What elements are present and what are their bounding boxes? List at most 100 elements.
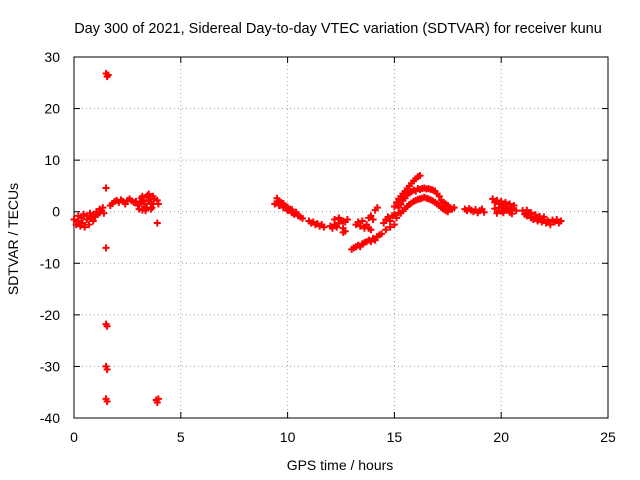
data-point (102, 244, 110, 252)
data-point (363, 221, 371, 229)
data-point (335, 214, 343, 222)
data-point (369, 215, 377, 223)
data-point (77, 214, 85, 222)
data-point (284, 203, 292, 211)
data-point (149, 192, 157, 200)
y-axis-label: SDTVAR / TECUs (5, 183, 21, 295)
x-tick-label: 25 (600, 429, 616, 445)
data-point (333, 223, 341, 231)
data-point (491, 205, 499, 213)
data-point (380, 219, 388, 227)
data-point (540, 213, 548, 221)
data-point (153, 196, 161, 204)
data-point (104, 71, 112, 79)
data-point (497, 207, 505, 215)
data-point (531, 211, 539, 219)
y-tick-label: 10 (44, 152, 60, 168)
data-point (378, 230, 386, 238)
data-point (299, 214, 307, 222)
data-point (343, 215, 351, 223)
data-point (444, 208, 452, 216)
data-point (367, 212, 375, 220)
data-point (331, 215, 339, 223)
data-point (397, 200, 405, 208)
y-tick-label: -40 (40, 410, 60, 426)
data-point (100, 209, 108, 217)
y-tick-label: -10 (40, 255, 60, 271)
data-point (145, 197, 153, 205)
grid-lines (74, 57, 608, 418)
data-point (102, 184, 110, 192)
data-point (544, 217, 552, 225)
data-point (393, 214, 401, 222)
data-point (328, 224, 336, 232)
data-point (103, 322, 111, 330)
data-point (489, 195, 497, 203)
plot-frame (73, 56, 609, 419)
x-tick-label: 20 (493, 429, 509, 445)
data-point (292, 208, 300, 216)
data-point (386, 217, 394, 225)
x-axis-label: GPS time / hours (287, 457, 394, 473)
data-point (390, 210, 398, 218)
data-point (493, 209, 501, 217)
data-point (390, 221, 398, 229)
data-point (279, 199, 287, 207)
data-point (354, 218, 362, 226)
x-tick-label: 15 (387, 429, 403, 445)
data-point (154, 200, 162, 208)
data-point (493, 196, 501, 204)
y-tick-label: 0 (52, 204, 60, 220)
axis-ticks: 0 5 10 15 20 25 -40 -30 -20 -10 0 10 20 30 (40, 49, 616, 445)
data-point (480, 208, 488, 216)
data-point (132, 197, 140, 205)
data-point (393, 198, 401, 206)
y-tick-label: -20 (40, 307, 60, 323)
data-point (523, 206, 531, 214)
data-point (497, 197, 505, 205)
data-point (81, 223, 89, 231)
data-point (153, 399, 161, 407)
x-tick-label: 5 (177, 429, 185, 445)
data-point (275, 197, 283, 205)
data-point (527, 209, 535, 217)
x-tick-label: 0 (70, 429, 78, 445)
data-point (506, 200, 514, 208)
data-point (154, 395, 162, 403)
x-tick-label: 10 (280, 429, 296, 445)
data-point (121, 200, 129, 208)
data-point (501, 206, 509, 214)
data-point (153, 219, 161, 227)
data-point (99, 204, 107, 212)
data-point (553, 215, 561, 223)
data-point (103, 397, 111, 405)
y-tick-label: 20 (44, 101, 60, 117)
data-point (138, 192, 146, 200)
data-point (512, 207, 520, 215)
data-point (384, 213, 392, 221)
data-point (356, 222, 364, 230)
data-point (373, 204, 381, 212)
data-point (358, 217, 366, 225)
data-series (70, 70, 565, 407)
data-point (371, 236, 379, 244)
data-point (143, 204, 151, 212)
data-point (85, 221, 93, 229)
data-point (557, 217, 565, 225)
data-point (506, 208, 514, 216)
data-point (501, 198, 509, 206)
y-tick-label: 30 (44, 49, 60, 65)
data-point (386, 223, 394, 231)
data-point (341, 227, 349, 235)
data-point (140, 200, 148, 208)
data-point (495, 204, 503, 212)
y-tick-label: -30 (40, 358, 60, 374)
data-point (339, 217, 347, 225)
data-point (89, 217, 97, 225)
data-point (382, 226, 390, 234)
data-point (435, 192, 443, 200)
data-point (367, 226, 375, 234)
data-point (138, 206, 146, 214)
data-point (103, 366, 111, 374)
